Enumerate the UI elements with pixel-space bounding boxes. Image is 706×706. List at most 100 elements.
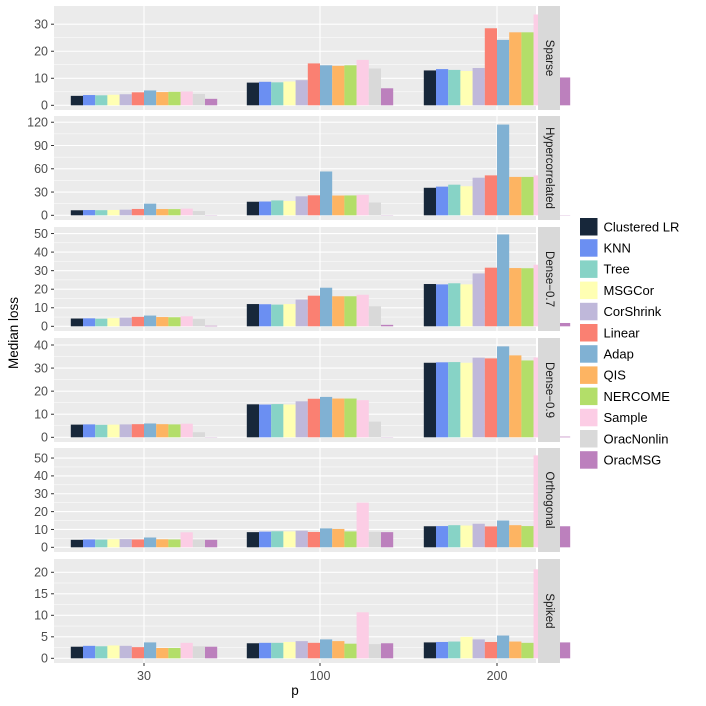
bar-sparse-p200-clustered-lr: Clustered LR (p=200): 12.9 bbox=[423, 70, 436, 106]
legend-swatch-oracmsg bbox=[580, 451, 598, 469]
bar-orthogonal-p200-msgcor: MSGCor (p=200): 12.2 bbox=[460, 525, 473, 548]
y-tick-label: 20 bbox=[34, 45, 48, 59]
y-tick-label: 40 bbox=[34, 245, 48, 259]
bar-hypercorrelated-p200-nercome: NERCOME (p=200): 49.5 bbox=[521, 176, 534, 216]
bar-hypercorrelated-p100-knn: KNN (p=100): 17.8 bbox=[259, 201, 272, 216]
bar-spiked-p100-nercome: NERCOME (p=100): 3.4 bbox=[344, 643, 357, 659]
bar-sparse-p30-linear: Linear (p=30): 4.8 bbox=[131, 92, 144, 106]
bar-spiked-p200-adap: Adap (p=200): 5.3 bbox=[497, 635, 510, 659]
legend-swatch-knn bbox=[580, 239, 598, 257]
bar-hypercorrelated-p100-nercome: NERCOME (p=100): 25.6 bbox=[344, 195, 357, 216]
y-tick-label: 60 bbox=[34, 162, 48, 176]
bar-orthogonal-p200-knn: KNN (p=200): 11.9 bbox=[436, 526, 449, 548]
bar-dense-0-9-p100-nercome: NERCOME (p=100): 16.8 bbox=[344, 398, 357, 438]
legend-item-qis: QIS bbox=[580, 366, 626, 384]
bar-spiked-p100-corshrink: CorShrink (p=100): 4 bbox=[295, 641, 308, 659]
legend-label-sample: Sample bbox=[604, 410, 648, 425]
y-tick-label: 0 bbox=[41, 320, 48, 334]
bar-dense-0-7-p100-knn: KNN (p=100): 11.9 bbox=[259, 304, 272, 327]
bar-orthogonal-p30-clustered-lr: Clustered LR (p=30): 4.2 bbox=[70, 539, 83, 548]
bar-hypercorrelated-p30-oracnonlin: OracNonlin (p=30): 5.5 bbox=[192, 211, 205, 216]
y-axis-title: Median loss bbox=[6, 297, 21, 369]
bar-spiked-p100-msgcor: MSGCor (p=100): 3.8 bbox=[283, 641, 296, 659]
bar-sparse-p200-qis: QIS (p=200): 27 bbox=[509, 32, 522, 106]
bar-spiked-p100-adap: Adap (p=100): 4.4 bbox=[320, 639, 333, 659]
bar-spiked-p30-linear: Linear (p=30): 2.6 bbox=[131, 647, 144, 659]
bar-sparse-p30-qis: QIS (p=30): 4.9 bbox=[156, 92, 169, 106]
legend-item-adap: Adap bbox=[580, 345, 634, 363]
bar-spiked-p30-tree: Tree (p=30): 2.8 bbox=[95, 646, 108, 659]
x-axis-title: p bbox=[291, 683, 299, 698]
bar-dense-0-7-p30-tree: Tree (p=30): 4.1 bbox=[95, 318, 108, 327]
bar-sparse-p100-linear: Linear (p=100): 15.5 bbox=[307, 63, 320, 106]
bar-sparse-p200-msgcor: MSGCor (p=200): 12.7 bbox=[460, 70, 473, 106]
bar-dense-0-7-p30-linear: Linear (p=30): 5.1 bbox=[131, 316, 144, 327]
bar-dense-0-9-p200-tree: Tree (p=200): 32.6 bbox=[448, 362, 461, 438]
bar-orthogonal-p100-knn: KNN (p=100): 8.8 bbox=[259, 531, 272, 548]
bar-dense-0-9-p100-linear: Linear (p=100): 16.7 bbox=[307, 398, 320, 438]
bar-dense-0-9-p100-adap: Adap (p=100): 17.5 bbox=[320, 396, 333, 438]
bar-spiked-p100-clustered-lr: Clustered LR (p=100): 3.5 bbox=[246, 643, 259, 659]
bar-orthogonal-p200-tree: Tree (p=200): 12.4 bbox=[448, 525, 461, 548]
bar-dense-0-9-p200-msgcor: MSGCor (p=200): 32.3 bbox=[460, 362, 473, 438]
bar-hypercorrelated-p100-sample: Sample (p=100): 26.5 bbox=[356, 194, 369, 216]
bar-hypercorrelated-p30-msgcor: MSGCor (p=30): 6.9 bbox=[107, 209, 120, 216]
y-tick-label: 0 bbox=[41, 541, 48, 555]
bar-spiked-p100-tree: Tree (p=100): 3.6 bbox=[271, 642, 284, 659]
y-tick-label: 50 bbox=[34, 227, 48, 241]
bar-hypercorrelated-p100-clustered-lr: Clustered LR (p=100): 17.5 bbox=[246, 201, 259, 216]
bar-sparse-p30-clustered-lr: Clustered LR (p=30): 3.5 bbox=[70, 95, 83, 106]
bar-orthogonal-p100-msgcor: MSGCor (p=100): 8.9 bbox=[283, 531, 296, 548]
facet-label-dense-0-9: Dense−0.9 bbox=[543, 362, 555, 418]
bar-dense-0-7-p100-tree: Tree (p=100): 11.7 bbox=[271, 304, 284, 327]
legend-swatch-sample bbox=[580, 408, 598, 427]
bar-spiked-p200-oracmsg: OracMSG (p=200): 3.7 bbox=[558, 642, 571, 659]
y-tick-label: 20 bbox=[34, 566, 48, 580]
bar-sparse-p100-adap: Adap (p=100): 14.8 bbox=[320, 65, 333, 106]
bar-dense-0-9-p100-knn: KNN (p=100): 14.2 bbox=[259, 404, 272, 438]
y-tick-label: 0 bbox=[41, 652, 48, 666]
bar-dense-0-7-p200-tree: Tree (p=200): 23.2 bbox=[448, 283, 461, 327]
y-tick-label: 30 bbox=[34, 487, 48, 501]
y-tick-label: 0 bbox=[41, 431, 48, 445]
bar-spiked-p30-adap: Adap (p=30): 3.7 bbox=[144, 642, 157, 659]
bar-orthogonal-p30-corshrink: CorShrink (p=30): 4.6 bbox=[119, 539, 132, 548]
bar-spiked-p200-clustered-lr: Clustered LR (p=200): 3.7 bbox=[423, 642, 436, 659]
panel-orthogonal: 01020304050Clustered LR (p=30): 4.2KNN (… bbox=[34, 448, 571, 555]
bar-hypercorrelated-p100-linear: Linear (p=100): 25.8 bbox=[307, 195, 320, 216]
bar-sparse-p100-tree: Tree (p=100): 8.5 bbox=[271, 82, 284, 106]
bar-dense-0-9-p100-corshrink: CorShrink (p=100): 15.6 bbox=[295, 401, 308, 438]
y-tick-label: 40 bbox=[34, 469, 48, 483]
bar-hypercorrelated-p100-tree: Tree (p=100): 19.2 bbox=[271, 200, 284, 216]
legend-label-msgcor: MSGCor bbox=[604, 283, 655, 298]
bar-dense-0-7-p30-adap: Adap (p=30): 5.8 bbox=[144, 315, 157, 327]
panel-hypercorrelated: 0306090120Clustered LR (p=30): 6.5KNN (p… bbox=[27, 116, 571, 223]
bar-sparse-p100-sample: Sample (p=100): 16.8 bbox=[356, 59, 369, 106]
bar-sparse-p100-corshrink: CorShrink (p=100): 9.3 bbox=[295, 80, 308, 106]
bar-hypercorrelated-p100-msgcor: MSGCor (p=100): 18.5 bbox=[283, 200, 296, 216]
bar-orthogonal-p200-nercome: NERCOME (p=200): 11.9 bbox=[521, 526, 534, 548]
bar-hypercorrelated-p200-tree: Tree (p=200): 39.5 bbox=[448, 184, 461, 216]
bar-dense-0-9-p200-adap: Adap (p=200): 39.4 bbox=[497, 346, 510, 438]
bar-dense-0-7-p200-corshrink: CorShrink (p=200): 28.5 bbox=[472, 273, 485, 327]
bar-dense-0-7-p30-qis: QIS (p=30): 5 bbox=[156, 317, 169, 327]
bar-orthogonal-p30-sample: Sample (p=30): 8.4 bbox=[180, 532, 193, 548]
bar-spiked-p30-nercome: NERCOME (p=30): 2.4 bbox=[168, 648, 181, 659]
bar-spiked-p200-qis: QIS (p=200): 3.9 bbox=[509, 641, 522, 659]
bar-spiked-p200-msgcor: MSGCor (p=200): 5 bbox=[460, 636, 473, 659]
facet-label-spiked: Spiked bbox=[543, 593, 555, 628]
legend: Clustered LR KNN Tree MSGCor CorShrink Linear… bbox=[580, 218, 679, 469]
bar-dense-0-9-p100-oracnonlin: OracNonlin (p=100): 6.8 bbox=[368, 421, 381, 438]
legend-swatch-clustered-lr bbox=[580, 218, 598, 236]
bar-dense-0-7-p100-oracmsg: OracMSG (p=100): 0.8 bbox=[381, 324, 394, 327]
bar-hypercorrelated-p200-corshrink: CorShrink (p=200): 48.5 bbox=[472, 177, 485, 216]
y-tick-label: 0 bbox=[41, 99, 48, 113]
chart-panels: 0102030Clustered LR (p=30): 3.5KNN (p=30… bbox=[27, 6, 571, 666]
bar-dense-0-7-p30-nercome: NERCOME (p=30): 4.9 bbox=[168, 317, 181, 327]
bar-spiked-p30-knn: KNN (p=30): 2.9 bbox=[83, 645, 96, 659]
legend-swatch-corshrink bbox=[580, 302, 598, 321]
bar-spiked-p200-knn: KNN (p=200): 3.8 bbox=[436, 641, 449, 659]
x-tick-label-200: 200 bbox=[487, 669, 508, 683]
bar-dense-0-9-p30-sample: Sample (p=30): 5.9 bbox=[180, 423, 193, 438]
x-axis: 30 100 200 bbox=[137, 663, 507, 683]
